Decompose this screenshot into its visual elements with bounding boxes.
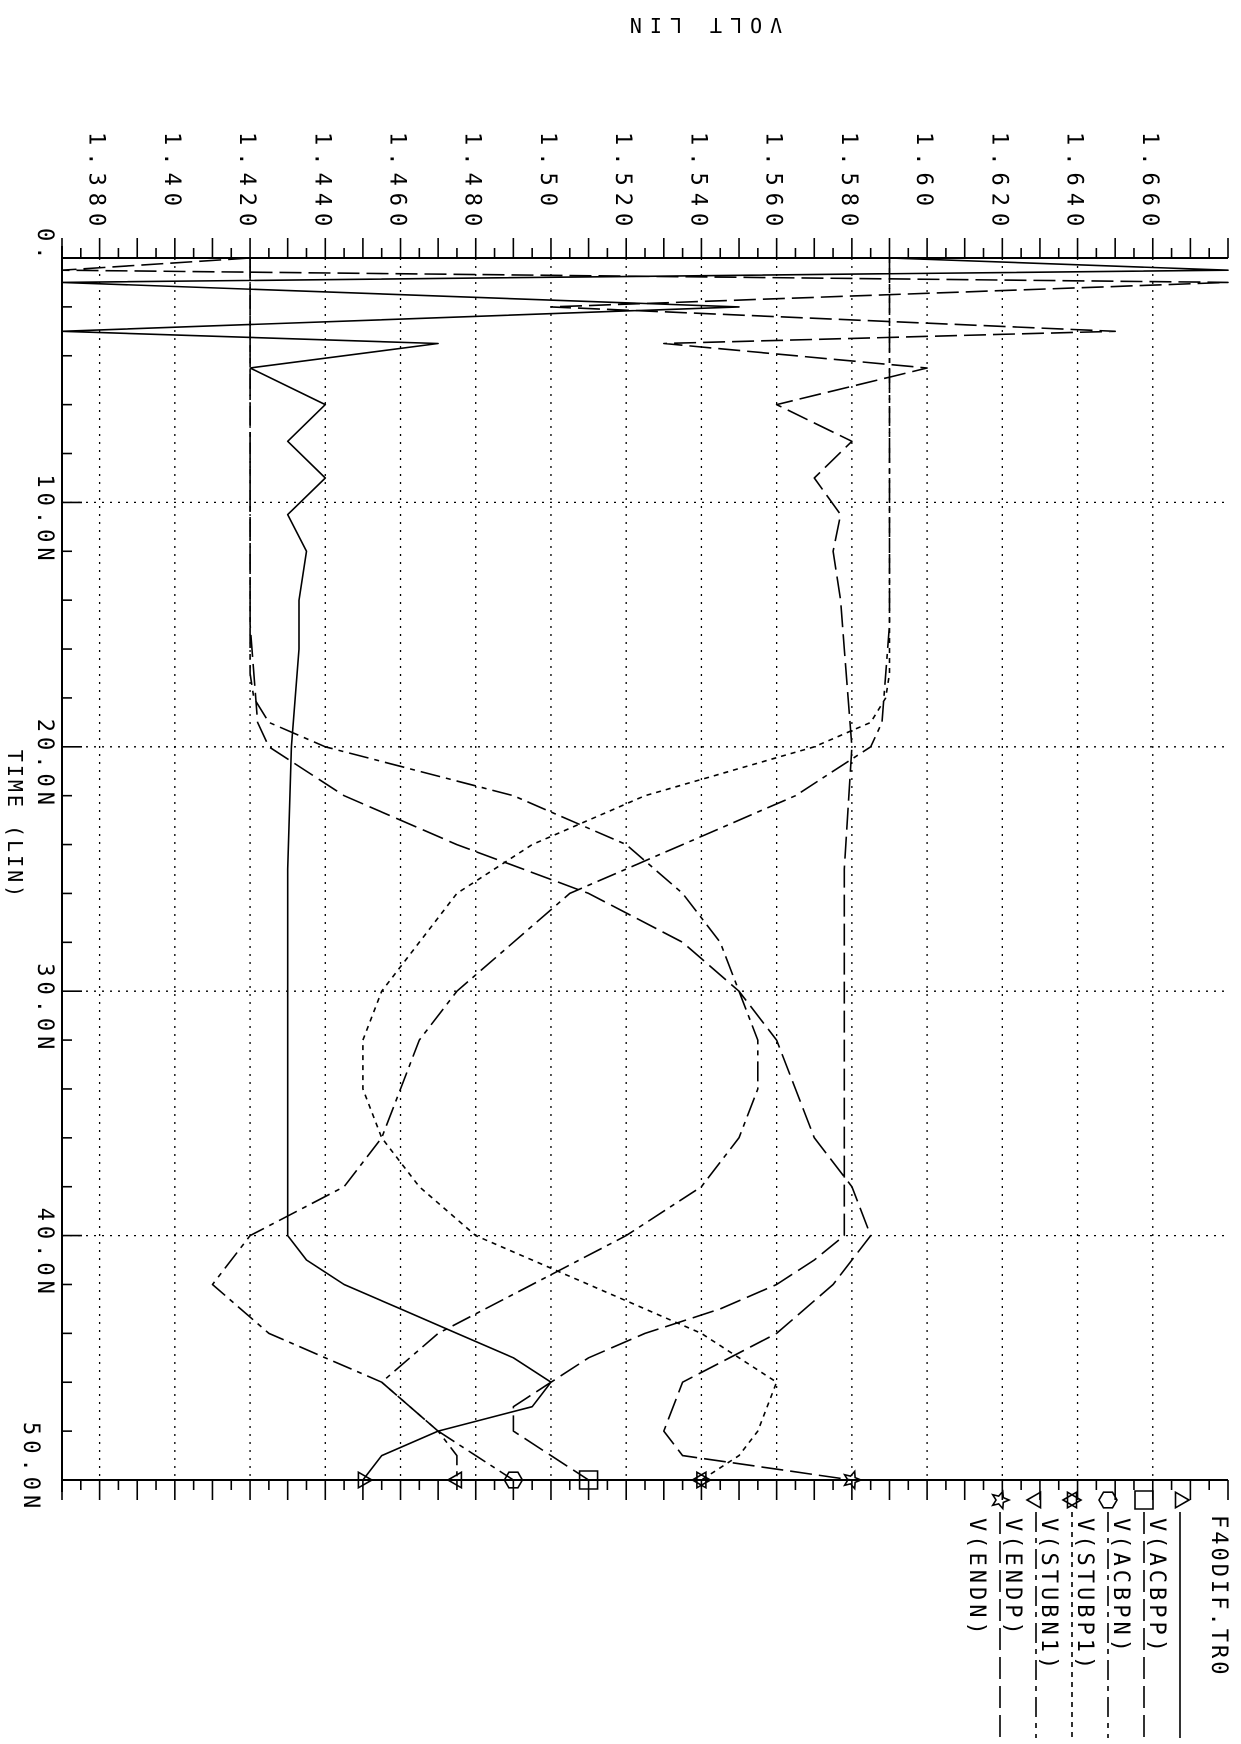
legend-marker — [1098, 1491, 1118, 1509]
voltage-tick-label: 1.480 — [460, 132, 485, 233]
legend-marker — [1025, 1490, 1042, 1510]
voltage-tick-label: 1.460 — [385, 132, 410, 233]
voltage-tick-label: 1.660 — [1137, 132, 1162, 233]
voltage-tick-label: 1.420 — [234, 132, 259, 233]
legend-label: V(ACBPN) — [1108, 1518, 1133, 1656]
legend-item: V(ENDN) — [964, 1489, 1012, 1738]
legend-item: V(STUBN1) — [1036, 1490, 1083, 1738]
grid — [62, 258, 1228, 1480]
legend-label: V(STUBP1) — [1072, 1518, 1097, 1673]
voltage-tick-label: 1.40 — [159, 132, 184, 213]
series-end-marker — [578, 1470, 599, 1490]
series-line-v-stubn1 — [362, 258, 891, 1481]
legend-marker — [990, 1489, 1012, 1511]
legend: V(ACBPP) V(ACBPN) V(STUBP1) V(STUBN1) V(ENDP… — [964, 1489, 1191, 1738]
legend-label: V(ENDP) — [1000, 1518, 1025, 1639]
plot-title: F40DIF.TR0 — [1206, 1515, 1231, 1677]
voltage-tick-label: 1.50 — [535, 132, 560, 213]
legend-label: V(ENDN) — [964, 1518, 989, 1639]
series-line-v-acbpp — [61, 257, 1229, 1481]
legend-item: V(ACBPN) — [1108, 1490, 1154, 1738]
voltage-tick-label: 1.380 — [84, 132, 109, 233]
series-line-v-endn — [249, 258, 872, 1481]
plot-curves — [61, 257, 1229, 1481]
time-tick-label: 50.0N — [18, 1422, 43, 1513]
time-tick-label: 30.0N — [32, 963, 57, 1054]
time-tick-label: 40.0N — [32, 1208, 57, 1299]
legend-marker — [1061, 1490, 1083, 1510]
voltage-tick-label: 1.520 — [610, 132, 635, 233]
series-line-v-endp — [211, 258, 891, 1480]
voltage-tick-label: 1.580 — [836, 132, 861, 233]
series-line-v-acbpn — [61, 257, 1229, 1481]
legend-marker — [1174, 1490, 1191, 1510]
voltage-tick-label: 1.60 — [911, 132, 936, 213]
time-tick-label: 10.0N — [32, 474, 57, 565]
voltage-tick-label: 1.540 — [685, 132, 710, 233]
voltage-tick-label: 1.440 — [309, 132, 334, 233]
legend-item: V(ENDP) — [1000, 1490, 1042, 1738]
legend-label: V(ACBPP) — [1144, 1518, 1169, 1656]
legend-marker — [1134, 1490, 1154, 1510]
y-axis-unit: VOLT LIN — [622, 13, 782, 37]
time-tick-label: 0. — [32, 228, 57, 265]
legend-item: V(STUBP1) — [1072, 1491, 1118, 1738]
time-tick-label: 20.0N — [32, 719, 57, 810]
x-axis-label: TIME (LIN) — [3, 750, 27, 900]
voltage-tick-label: 1.620 — [986, 132, 1011, 233]
legend-item: V(ACBPP) — [1144, 1490, 1191, 1738]
voltage-tick-label: 1.560 — [761, 132, 786, 233]
voltage-tick-label: 1.640 — [1062, 132, 1087, 233]
plot-frame: 1.380 1.40 1.420 1.440 1.460 1.480 1.50 1.520 1.… — [18, 132, 1229, 1513]
legend-label: V(STUBN1) — [1036, 1518, 1061, 1673]
series-line-v-stubp1 — [249, 258, 759, 1481]
